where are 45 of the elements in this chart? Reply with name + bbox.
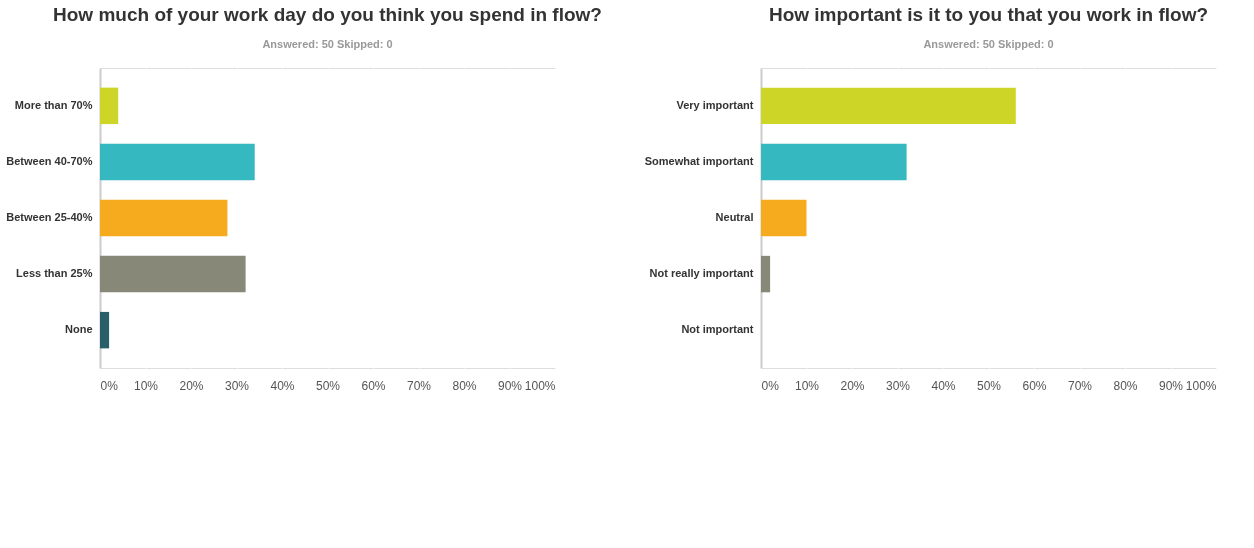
x-tick-label: 50%	[315, 378, 341, 393]
x-tick-label: 90%	[1158, 378, 1184, 393]
chart-title: How important is it to you that you work in flow?	[768, 4, 1209, 25]
x-tick-label: 10%	[133, 378, 159, 393]
bar	[100, 199, 228, 237]
x-tick-label: 70%	[1067, 378, 1093, 393]
bar	[761, 143, 907, 181]
x-tick-label: 70%	[406, 378, 432, 393]
y-tick-label: Between 40-70%	[6, 154, 93, 167]
bar	[100, 311, 110, 349]
y-tick-label: Not really important	[649, 267, 754, 280]
bar	[100, 143, 255, 181]
x-tick-label: 90%	[497, 378, 523, 393]
chart-subtitle: Answered: 50 Skipped: 0	[923, 38, 1054, 50]
x-tick-label: 80%	[1113, 378, 1138, 393]
chart-title: How much of your work day do you think you spend in flow?	[53, 4, 602, 25]
x-tick-label: 20%	[840, 378, 865, 393]
bar	[761, 199, 807, 237]
y-tick-label: Neutral	[715, 211, 754, 223]
bar	[761, 87, 1016, 125]
x-tick-label: 50%	[976, 378, 1002, 393]
x-tick-label: 10%	[794, 378, 820, 393]
x-tick-label: 0%	[761, 378, 780, 393]
x-tick-label: 40%	[931, 378, 956, 393]
y-tick-label: Somewhat important	[644, 154, 754, 167]
x-tick-label: 100%	[524, 378, 556, 393]
x-tick-label: 100%	[1185, 378, 1217, 393]
bar	[100, 255, 246, 293]
x-tick-label: 20%	[179, 378, 204, 393]
y-tick-label: Less than 25%	[16, 267, 93, 280]
x-tick-label: 40%	[270, 378, 295, 393]
bar	[100, 87, 119, 125]
y-tick-label: Not important	[681, 323, 754, 336]
x-tick-label: 30%	[885, 378, 911, 393]
x-tick-label: 60%	[361, 378, 386, 393]
x-tick-label: 0%	[100, 378, 119, 393]
x-tick-label: 80%	[452, 378, 477, 393]
y-tick-label: Very important	[676, 98, 754, 111]
bar	[761, 255, 771, 293]
x-tick-label: 30%	[224, 378, 250, 393]
chart-subtitle: Answered: 50 Skipped: 0	[262, 38, 393, 50]
x-tick-label: 60%	[1022, 378, 1047, 393]
y-tick-label: Between 25-40%	[6, 211, 93, 223]
y-tick-label: More than 70%	[14, 98, 93, 111]
y-tick-label: None	[65, 323, 93, 336]
